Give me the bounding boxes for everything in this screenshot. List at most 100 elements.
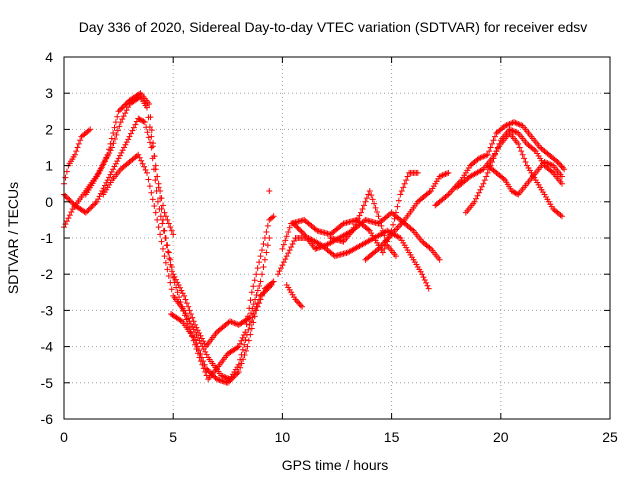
data-point bbox=[379, 249, 386, 256]
data-point bbox=[397, 191, 404, 198]
data-point bbox=[167, 279, 174, 286]
data-point bbox=[541, 158, 548, 165]
data-point bbox=[187, 311, 194, 318]
data-point bbox=[261, 256, 268, 263]
data-point bbox=[475, 155, 482, 162]
data-point bbox=[245, 326, 252, 333]
data-point bbox=[264, 242, 271, 249]
x-axis-label: GPS time / hours bbox=[282, 457, 389, 473]
data-point bbox=[253, 292, 260, 299]
data-point bbox=[234, 370, 241, 377]
data-point bbox=[168, 268, 175, 275]
series-track-17 bbox=[484, 158, 565, 198]
data-point bbox=[88, 204, 95, 211]
data-point bbox=[198, 354, 205, 361]
data-point bbox=[116, 152, 123, 159]
data-point bbox=[250, 301, 257, 308]
data-point bbox=[177, 317, 184, 324]
data-point bbox=[208, 370, 215, 377]
data-point bbox=[503, 122, 510, 129]
data-point bbox=[176, 294, 183, 301]
data-point bbox=[291, 238, 298, 245]
data-point bbox=[91, 201, 98, 208]
data-point bbox=[438, 172, 445, 179]
data-point bbox=[358, 209, 365, 216]
data-point bbox=[241, 341, 248, 348]
data-point bbox=[253, 307, 260, 314]
data-point bbox=[299, 230, 306, 237]
data-point bbox=[481, 177, 488, 184]
data-point bbox=[112, 160, 119, 167]
data-point bbox=[211, 373, 218, 380]
data-point bbox=[182, 310, 189, 317]
data-point bbox=[473, 195, 480, 202]
data-point bbox=[86, 205, 93, 212]
data-point bbox=[148, 189, 155, 196]
data-point bbox=[152, 177, 159, 184]
series-track-6 bbox=[168, 278, 277, 386]
data-point bbox=[89, 202, 96, 209]
data-point bbox=[283, 253, 290, 260]
data-point bbox=[130, 124, 137, 131]
data-point bbox=[353, 218, 360, 225]
x-tick-label: 15 bbox=[384, 429, 400, 445]
data-point bbox=[107, 140, 114, 147]
data-point bbox=[228, 318, 235, 325]
data-point bbox=[420, 274, 427, 281]
data-point bbox=[243, 347, 249, 354]
data-point bbox=[436, 173, 443, 180]
data-point bbox=[194, 343, 201, 350]
data-point bbox=[152, 209, 159, 216]
series-track-1 bbox=[61, 126, 94, 187]
data-point bbox=[84, 208, 91, 215]
data-point bbox=[190, 326, 197, 333]
data-point bbox=[475, 189, 482, 196]
data-point bbox=[62, 221, 69, 228]
data-point bbox=[243, 321, 250, 328]
data-point bbox=[350, 224, 357, 231]
data-point bbox=[87, 126, 94, 133]
data-point bbox=[230, 374, 237, 381]
data-point bbox=[174, 289, 181, 296]
data-point bbox=[403, 177, 410, 184]
data-point bbox=[71, 151, 78, 158]
data-point bbox=[356, 212, 363, 219]
data-point bbox=[263, 249, 270, 256]
data-point bbox=[162, 213, 169, 220]
data-point bbox=[66, 212, 73, 219]
data-point bbox=[480, 180, 487, 187]
data-point bbox=[145, 176, 152, 183]
data-point bbox=[136, 91, 143, 98]
series-track-13 bbox=[362, 169, 452, 263]
y-tick-label: 3 bbox=[45, 85, 53, 101]
data-point bbox=[478, 167, 485, 174]
data-point bbox=[400, 184, 407, 191]
y-tick-label: -2 bbox=[41, 266, 54, 282]
data-point bbox=[395, 197, 402, 204]
data-point bbox=[423, 279, 430, 286]
data-point bbox=[107, 147, 114, 154]
data-point bbox=[471, 198, 478, 205]
data-point bbox=[242, 336, 249, 343]
data-point bbox=[116, 106, 123, 113]
data-point bbox=[375, 213, 382, 220]
data-point bbox=[164, 216, 171, 223]
y-tick-label: -3 bbox=[41, 302, 54, 318]
data-point bbox=[248, 289, 255, 296]
data-point bbox=[110, 166, 117, 173]
data-point bbox=[114, 127, 121, 134]
data-point bbox=[63, 168, 70, 175]
data-point bbox=[164, 248, 171, 255]
data-point bbox=[515, 120, 522, 127]
data-point bbox=[228, 375, 235, 382]
data-point bbox=[229, 319, 236, 326]
data-point bbox=[395, 234, 402, 241]
data-point bbox=[299, 303, 306, 310]
data-point bbox=[155, 180, 162, 187]
series-track-7 bbox=[266, 187, 273, 194]
data-point bbox=[355, 215, 362, 222]
data-point bbox=[101, 157, 108, 164]
data-point bbox=[171, 273, 178, 280]
data-point bbox=[165, 249, 172, 256]
data-point bbox=[436, 256, 443, 263]
